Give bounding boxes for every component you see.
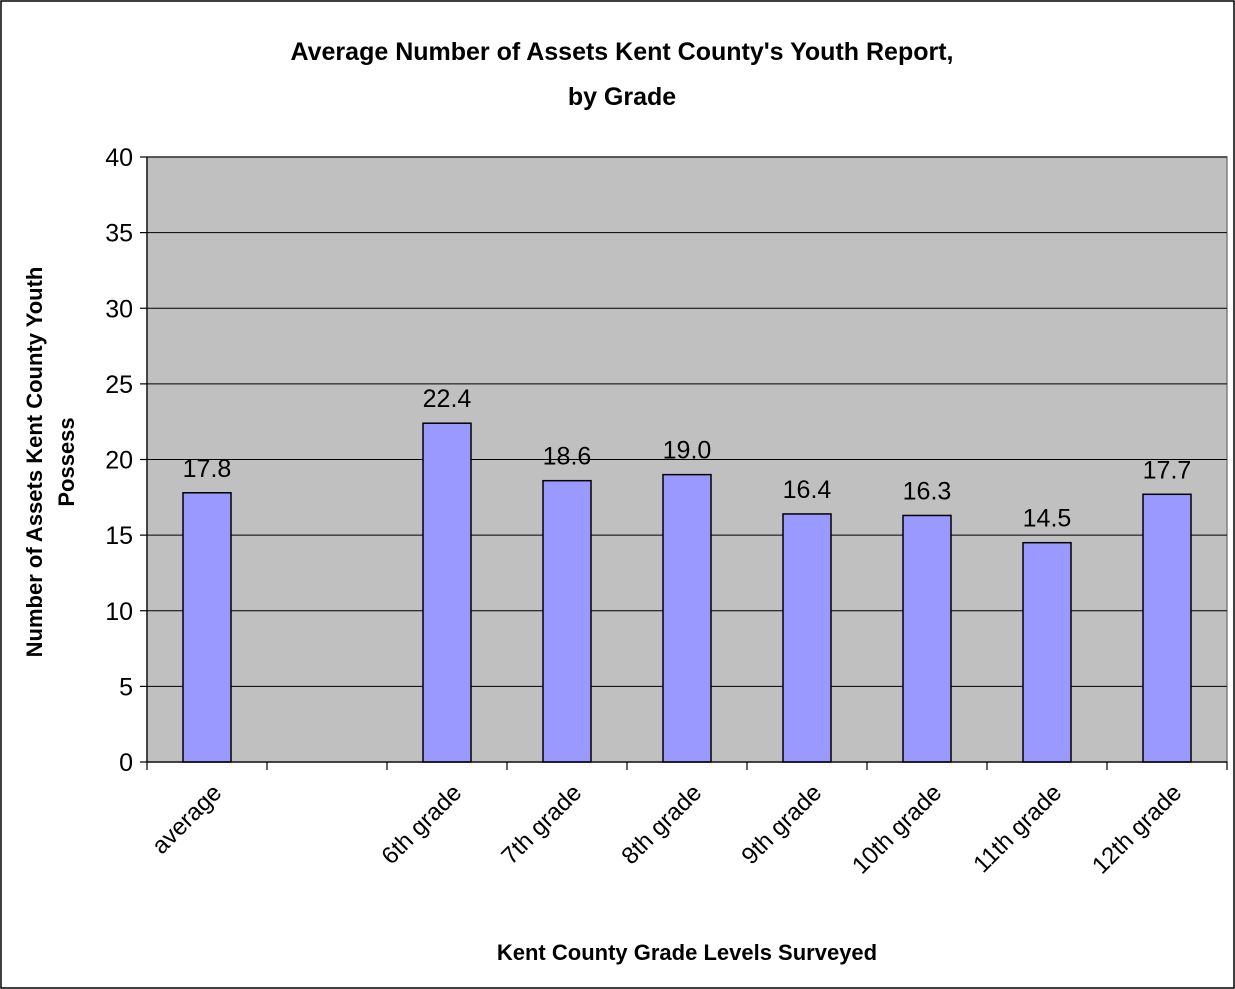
bars xyxy=(182,422,1192,763)
data-label: 18.6 xyxy=(543,443,592,471)
y-axis-ticks: 0 5 10 15 20 25 30 35 40 xyxy=(105,144,147,777)
bar-7th-grade xyxy=(542,479,592,763)
data-label: 17.8 xyxy=(183,455,232,483)
data-label: 22.4 xyxy=(423,385,472,413)
bar-6th-grade xyxy=(422,422,472,763)
data-label: 19.0 xyxy=(663,437,712,465)
bar-12th-grade xyxy=(1142,493,1192,763)
data-label: 14.5 xyxy=(1023,505,1072,533)
y-axis-title-line-1: Number of Assets Kent County Youth xyxy=(22,267,47,658)
data-label: 17.7 xyxy=(1143,456,1192,484)
bar-9th-grade xyxy=(782,513,832,763)
y-tick-label: 40 xyxy=(105,144,133,172)
y-tick-label: 10 xyxy=(105,598,133,626)
x-axis-title: Kent County Grade Levels Surveyed xyxy=(497,940,877,965)
data-label: 16.3 xyxy=(903,477,952,505)
y-tick-label: 15 xyxy=(105,522,133,550)
bar-8th-grade xyxy=(662,473,712,763)
bar-average xyxy=(182,492,232,763)
y-tick-label: 35 xyxy=(105,220,133,248)
bar-11th-grade xyxy=(1022,541,1072,763)
bar-10th-grade xyxy=(902,514,952,763)
chart-title-line-2: by Grade xyxy=(568,83,676,111)
y-tick-label: 0 xyxy=(119,749,133,777)
chart-title-line-1: Average Number of Assets Kent County's Y… xyxy=(291,38,954,66)
y-tick-label: 20 xyxy=(105,447,133,475)
y-tick-label: 30 xyxy=(105,295,133,323)
y-axis-title-line-2: Possess xyxy=(54,417,79,506)
data-label: 16.4 xyxy=(783,476,832,504)
data-labels: 17.8 22.4 18.6 19.0 16.4 16.3 14.5 17.7 xyxy=(183,385,1192,532)
y-tick-label: 25 xyxy=(105,371,133,399)
y-tick-label: 5 xyxy=(119,673,133,701)
